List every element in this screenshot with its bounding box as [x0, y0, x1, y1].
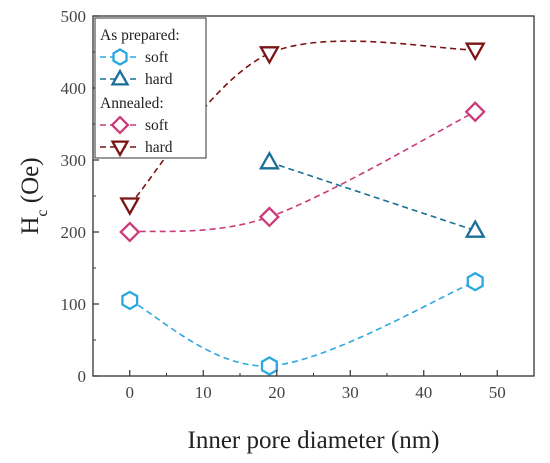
legend-marker [110, 115, 130, 135]
series-0-hexagon [121, 271, 484, 376]
legend-entry: hard [145, 71, 173, 88]
x-tick-label: 50 [489, 383, 506, 402]
data-point [260, 356, 278, 376]
legend-entry: hard [145, 139, 173, 156]
legend-group-title: Annealed: [100, 95, 164, 112]
series-1-triangle-up [258, 150, 486, 238]
legend-entry: soft [145, 49, 169, 66]
x-tick-label: 20 [268, 383, 285, 402]
data-point [258, 46, 280, 65]
legend-box [94, 17, 207, 159]
series-3-triangle-down [119, 40, 486, 216]
legend-marker [110, 140, 130, 158]
y-tick-label: 0 [78, 367, 87, 386]
data-point [119, 221, 141, 243]
data-point [464, 219, 486, 238]
data-point [258, 150, 280, 170]
data-point [466, 271, 484, 292]
legend: As prepared: soft hard Annealed: soft hard [94, 17, 207, 159]
data-point [121, 290, 139, 311]
plot-marks [119, 40, 486, 376]
legend-group-title: As prepared: [100, 27, 180, 44]
series-line [129, 280, 476, 367]
x-tick-label: 10 [195, 383, 212, 402]
y-axis-label-main: H [17, 217, 44, 235]
data-point [119, 197, 141, 216]
x-tick-label: 30 [342, 383, 359, 402]
y-tick-label: 400 [61, 79, 87, 98]
legend-entry: soft [145, 117, 169, 134]
x-axis-label: Inner pore diameter (nm) [188, 427, 440, 454]
y-axis-label-rest: (Oe) [17, 157, 44, 209]
y-tick-label: 300 [61, 151, 87, 170]
y-tick-label: 200 [61, 223, 87, 242]
legend-marker [112, 48, 128, 66]
series-line [129, 40, 476, 206]
data-point [464, 42, 486, 62]
series-line [129, 111, 476, 233]
y-axis-label: Hc (Oe) [17, 157, 51, 234]
legend-marker [110, 68, 130, 86]
series-line [269, 161, 476, 232]
y-tick-label: 500 [61, 7, 87, 26]
series-2-diamond [119, 101, 486, 243]
data-point [464, 101, 486, 123]
x-tick-label: 0 [126, 383, 135, 402]
y-tick-label: 100 [61, 295, 87, 314]
x-tick-label: 40 [415, 383, 432, 402]
data-point [258, 206, 280, 228]
y-axis-label-sub: c [34, 209, 51, 216]
